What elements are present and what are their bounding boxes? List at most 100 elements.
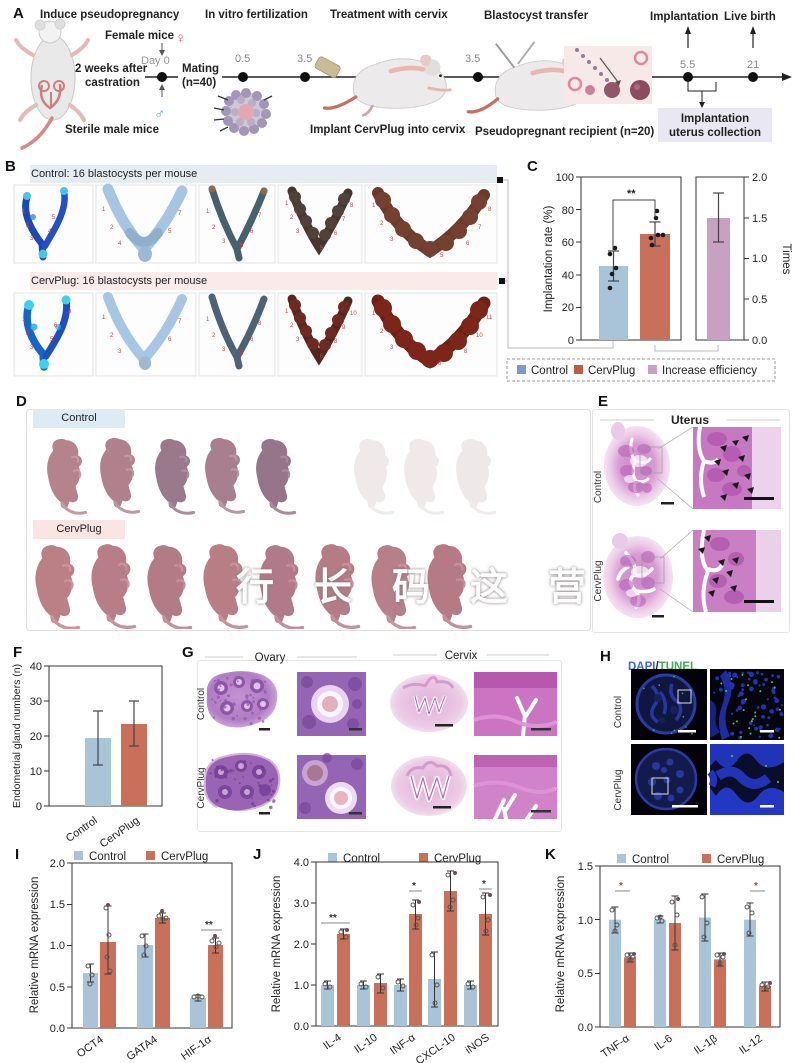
svg-text:11: 11 (486, 315, 493, 321)
svg-text:6: 6 (250, 337, 254, 343)
svg-text:1: 1 (372, 203, 376, 209)
svg-text:CervPlug: CervPlug (717, 854, 764, 866)
svg-text:8: 8 (350, 203, 354, 209)
svg-text:castration: castration (85, 77, 140, 89)
svg-text:2: 2 (26, 223, 30, 229)
svg-text:*: * (754, 881, 758, 892)
svg-text:8: 8 (464, 349, 468, 355)
svg-text:20: 20 (562, 302, 574, 314)
svg-text:10: 10 (350, 311, 357, 317)
svg-text:uterus collection: uterus collection (669, 127, 761, 139)
svg-text:10: 10 (476, 333, 483, 339)
svg-text:Control: Control (531, 365, 568, 377)
svg-text:3: 3 (30, 345, 34, 351)
svg-text:Cervix: Cervix (445, 650, 478, 662)
svg-text:1: 1 (102, 315, 106, 321)
svg-text:100: 100 (556, 172, 574, 184)
svg-text:40: 40 (562, 270, 574, 282)
svg-text:0.5: 0.5 (235, 53, 250, 65)
svg-text:Mating: Mating (182, 63, 219, 75)
svg-text:CervPlug: CervPlug (98, 815, 142, 848)
svg-text:80: 80 (562, 205, 574, 217)
svg-text:5: 5 (440, 253, 444, 259)
svg-text:**: ** (627, 188, 636, 200)
svg-text:Times: Times (780, 244, 792, 275)
svg-text:Implantation rate (%): Implantation rate (%) (543, 205, 555, 312)
svg-text:INF-α: INF-α (388, 1031, 418, 1057)
svg-text:CervPlug: CervPlug (161, 851, 208, 863)
svg-text:60: 60 (562, 237, 574, 249)
svg-text:7: 7 (258, 213, 262, 219)
svg-text:2: 2 (212, 225, 216, 231)
svg-text:**: ** (329, 913, 337, 924)
svg-text:1: 1 (102, 207, 106, 213)
svg-text:10: 10 (30, 766, 42, 778)
svg-text:8: 8 (68, 309, 72, 315)
svg-text:**: ** (205, 920, 213, 931)
svg-text:Relative mRNA expression: Relative mRNA expression (555, 876, 567, 1013)
svg-text:Treatment with cervix: Treatment with cervix (330, 9, 448, 21)
svg-text:4: 4 (48, 229, 52, 235)
svg-text:0: 0 (568, 335, 574, 347)
svg-text:1: 1 (206, 209, 210, 215)
svg-text:Implantation: Implantation (650, 11, 718, 23)
svg-text:CervPlug: CervPlug (613, 769, 624, 810)
svg-text:1: 1 (372, 311, 376, 317)
svg-text:8: 8 (258, 321, 262, 327)
svg-text:HIF-1α: HIF-1α (179, 1033, 214, 1063)
svg-text:IL-12: IL-12 (737, 1033, 764, 1057)
svg-text:5: 5 (168, 229, 172, 235)
svg-text:1: 1 (285, 201, 289, 207)
svg-text:2: 2 (26, 331, 30, 337)
svg-text:*: * (412, 881, 416, 892)
svg-text:CXCL-10: CXCL-10 (414, 1032, 458, 1063)
svg-text:IL-10: IL-10 (352, 1032, 379, 1056)
svg-text:1.5: 1.5 (752, 213, 767, 225)
svg-text:Control: Control (64, 815, 100, 845)
svg-text:3: 3 (118, 349, 122, 355)
svg-text:7: 7 (178, 211, 182, 217)
svg-text:2 weeks after: 2 weeks after (75, 63, 148, 75)
svg-text:Implant CervPlug into cervix: Implant CervPlug into cervix (310, 124, 466, 136)
svg-text:2.0: 2.0 (294, 939, 309, 951)
svg-text:3.5: 3.5 (465, 53, 480, 65)
svg-text:In vitro fertilization: In vitro fertilization (205, 9, 308, 21)
svg-text:1.0: 1.0 (752, 253, 767, 265)
svg-text:IL-1β: IL-1β (692, 1033, 720, 1057)
svg-text:1.0: 1.0 (294, 980, 309, 992)
svg-text:1: 1 (206, 317, 210, 323)
svg-text:4: 4 (118, 241, 122, 247)
svg-text:3: 3 (390, 345, 394, 351)
svg-text:2: 2 (290, 323, 294, 329)
svg-text:Relative mRNA expression: Relative mRNA expression (271, 876, 283, 1013)
svg-text:Increase efficiency: Increase efficiency (662, 365, 757, 377)
svg-text:3.0: 3.0 (294, 898, 309, 910)
svg-text:iNOS: iNOS (463, 1032, 491, 1057)
svg-text:7: 7 (478, 225, 482, 231)
svg-text:5: 5 (240, 243, 244, 249)
svg-text:8: 8 (488, 207, 492, 213)
svg-text:3: 3 (390, 237, 394, 243)
svg-text:0.5: 0.5 (578, 968, 593, 980)
svg-text:Induce pseudopregnancy: Induce pseudopregnancy (40, 9, 180, 21)
svg-text:0: 0 (36, 801, 42, 813)
svg-text:Pseudopregnant recipient (n=20: Pseudopregnant recipient (n=20) (475, 126, 654, 138)
svg-text:3: 3 (30, 236, 34, 242)
svg-text:9: 9 (342, 325, 346, 331)
svg-text:0.0: 0.0 (752, 335, 767, 347)
svg-text:7: 7 (178, 319, 182, 325)
svg-text:1: 1 (22, 209, 26, 215)
svg-text:Control: Control (632, 854, 669, 866)
svg-text:0.0: 0.0 (294, 1021, 309, 1033)
svg-text:3: 3 (222, 347, 226, 353)
svg-text:CervPlug: CervPlug (588, 365, 635, 377)
svg-text:5: 5 (320, 246, 324, 252)
svg-text:(n=40): (n=40) (182, 77, 216, 89)
svg-text:Control: Control (197, 688, 207, 720)
svg-text:6: 6 (438, 361, 442, 367)
svg-text:3.5: 3.5 (297, 53, 312, 65)
svg-text:Control: Control (613, 696, 624, 728)
svg-text:Control: Control (343, 853, 380, 865)
svg-text:2: 2 (290, 215, 294, 221)
svg-text:1: 1 (285, 309, 289, 315)
